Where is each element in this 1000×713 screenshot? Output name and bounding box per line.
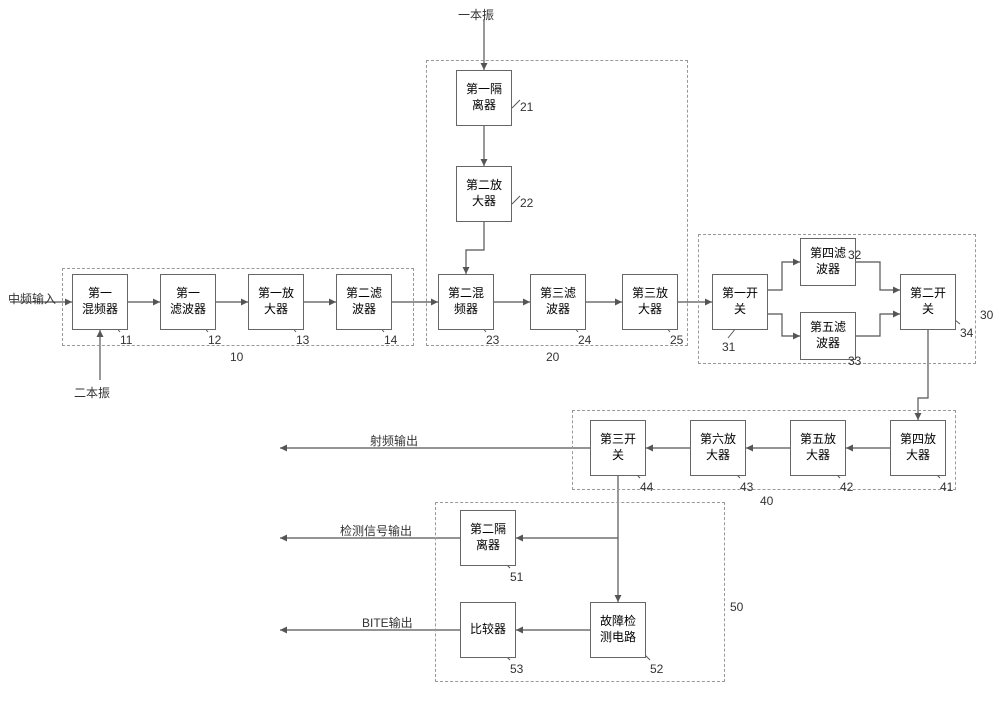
num-label-10: 10 (230, 350, 243, 364)
num-label-11: 11 (120, 333, 132, 347)
block-23: 第二混 频器 (438, 274, 494, 330)
block-11: 第一 混频器 (72, 274, 128, 330)
block-43: 第六放 大器 (690, 420, 746, 476)
block-32: 第四滤 波器 (800, 238, 856, 286)
num-label-52: 52 (650, 662, 663, 676)
block-33: 第五滤 波器 (800, 312, 856, 360)
block-21: 第一隔 离器 (456, 70, 512, 126)
label-bottom-input: 二本振 (74, 384, 110, 401)
block-34: 第二开 关 (900, 274, 956, 330)
label-left-input: 中频输入 (8, 290, 56, 307)
num-label-30: 30 (980, 308, 993, 322)
num-label-13: 13 (296, 333, 309, 347)
num-label-32: 32 (848, 248, 861, 262)
block-24: 第三滤 波器 (530, 274, 586, 330)
num-label-44: 44 (640, 480, 653, 494)
block-12: 第一 滤波器 (160, 274, 216, 330)
block-51: 第二隔 离器 (460, 510, 516, 566)
num-label-24: 24 (578, 333, 591, 347)
num-label-12: 12 (208, 333, 221, 347)
num-label-41: 41 (940, 480, 953, 494)
block-31: 第一开 关 (712, 274, 768, 330)
block-22: 第二放 大器 (456, 166, 512, 222)
block-14: 第二滤 波器 (336, 274, 392, 330)
label-bite-out: BITE输出 (362, 614, 413, 631)
label-top-input: 一本振 (458, 6, 494, 23)
num-label-20: 20 (546, 350, 559, 364)
num-label-40: 40 (760, 494, 773, 508)
num-label-31: 31 (722, 340, 735, 354)
block-13: 第一放 大器 (248, 274, 304, 330)
num-label-33: 33 (848, 354, 861, 368)
num-label-42: 42 (840, 480, 853, 494)
label-rf-out: 射频输出 (370, 432, 418, 449)
num-label-50: 50 (730, 600, 743, 614)
block-41: 第四放 大器 (890, 420, 946, 476)
num-label-22: 22 (520, 196, 533, 210)
num-label-23: 23 (486, 333, 499, 347)
num-label-21: 21 (520, 100, 533, 114)
block-52: 故障检 测电路 (590, 602, 646, 658)
num-label-43: 43 (740, 480, 753, 494)
num-label-14: 14 (384, 333, 397, 347)
num-label-25: 25 (670, 333, 683, 347)
num-label-34: 34 (960, 326, 973, 340)
num-label-53: 53 (510, 662, 523, 676)
num-label-51: 51 (510, 570, 523, 584)
label-detect-out: 检测信号输出 (340, 522, 412, 539)
block-42: 第五放 大器 (790, 420, 846, 476)
block-25: 第三放 大器 (622, 274, 678, 330)
block-44: 第三开 关 (590, 420, 646, 476)
block-53: 比较器 (460, 602, 516, 658)
